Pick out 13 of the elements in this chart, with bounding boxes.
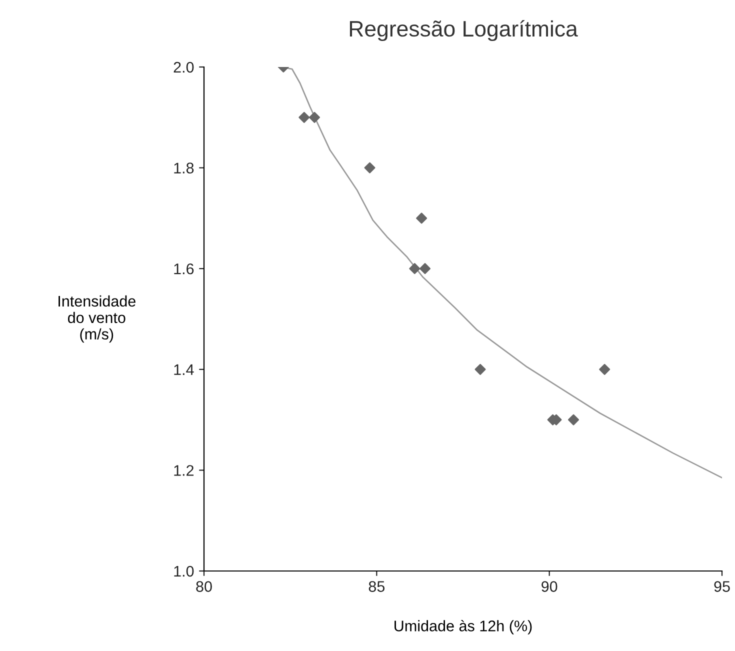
y-tick-label: 1.8	[174, 162, 194, 174]
y-tick-label: 2.0	[174, 62, 194, 73]
x-tick-label: 80	[196, 581, 212, 592]
y-tick-label: 1.2	[174, 465, 194, 476]
x-axis-title: Umidade às 12h (%)	[394, 620, 532, 634]
y-tick-label: 1.4	[174, 364, 194, 375]
y-tick-label: 1.6	[174, 263, 194, 274]
y-tick-label: 1.0	[174, 566, 194, 577]
x-tick-label: 85	[368, 581, 385, 592]
chart-title: Regressão Logarítmica	[350, 20, 578, 42]
x-tick-label: 95	[714, 581, 730, 592]
x-tick-label: 90	[542, 581, 558, 592]
y-axis-title: Intensidade do vento (m/s)	[58, 295, 136, 343]
